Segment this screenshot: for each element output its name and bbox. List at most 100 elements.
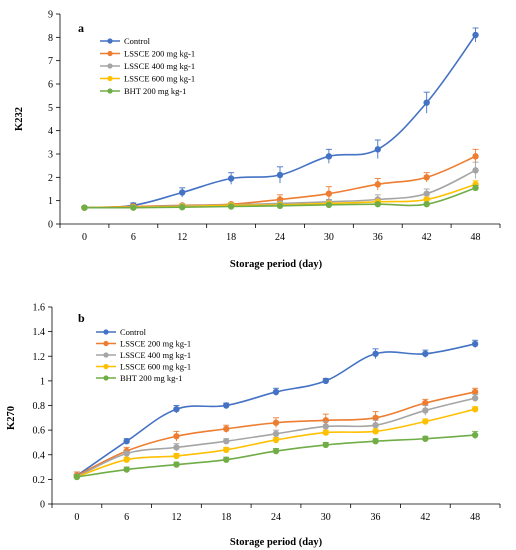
panel-b-legend-label: Control: [120, 327, 147, 337]
panel-a-legend-marker: [107, 63, 113, 69]
panel-b-series-4-point: [422, 418, 429, 425]
panel-b-series-2-point: [223, 425, 230, 433]
panel-b-series-1-point: [123, 438, 130, 445]
panel-b-y-tick-label: 0.4: [33, 450, 46, 461]
panel-b-y-tick-label: 0.6: [33, 426, 46, 437]
panel-a-series-3-point: [472, 167, 479, 174]
panel-b-legend-marker: [103, 375, 109, 381]
panel-a-x-tick-label: 30: [324, 232, 334, 243]
panel-a-x-tick-label: 12: [177, 232, 187, 243]
panel-b-series-3-point: [272, 430, 280, 438]
panel-b-series-4-point: [372, 428, 379, 435]
panel-a-x-tick-label: 36: [373, 232, 383, 243]
panel-b-series-4-point: [173, 452, 180, 460]
panel-b-legend-marker: [103, 329, 109, 335]
panel-a-series-2-point: [423, 174, 430, 181]
panel-a-x-tick-label: 24: [275, 232, 285, 243]
panel-b-series-2-point: [422, 399, 429, 407]
panel-b-series-3-point: [471, 394, 479, 402]
panel-a-series-5-point: [374, 200, 381, 208]
panel-a-x-tick-label: 6: [131, 232, 136, 243]
panel-a-legend-label: LSSCE 400 mg kg-1: [124, 61, 195, 71]
panel-a-series-2-point: [374, 181, 381, 188]
panel-b-y-tick-label: 1.6: [33, 303, 46, 314]
panel-a-series-5-point: [423, 200, 430, 208]
panel-b-series-5-point: [123, 466, 130, 473]
panel-b-y-tick-label: 1.4: [33, 327, 46, 338]
panel-b-series-1-point: [422, 350, 429, 357]
panel-a-legend-label: LSSCE 200 mg kg-1: [124, 49, 195, 59]
panel-b-series-1-point: [173, 405, 180, 413]
panel-a-x-axis-label: Storage period (day): [230, 259, 323, 270]
panel-a-series-1-point: [227, 175, 235, 182]
panel-b-y-tick-label: 1: [40, 376, 45, 387]
panel-b-series-1-point: [272, 388, 280, 396]
panel-b-label: b: [78, 311, 85, 325]
panel-b-x-tick-label: 48: [470, 512, 480, 523]
panel-b-legend-marker: [103, 363, 109, 370]
panel-a-x-tick-label: 18: [226, 232, 236, 243]
panel-b-x-tick-label: 24: [271, 512, 281, 523]
panel-a-y-tick-label: 6: [48, 80, 53, 91]
panel-b-y-tick-label: 0.2: [33, 475, 46, 486]
panel-a-y-tick-label: 8: [48, 33, 53, 44]
panel-b-series-5-point: [272, 447, 280, 455]
panel-a-x-tick-label: 0: [82, 232, 87, 243]
panel-b-legend-label: LSSCE 600 mg kg-1: [120, 362, 191, 372]
panel-b-series-3-point: [372, 422, 379, 429]
panel-b-x-tick-label: 12: [171, 512, 181, 523]
panel-b-series-2-point: [173, 433, 180, 440]
panel-b-series-1-point: [322, 377, 329, 385]
panel-b-x-tick-label: 30: [321, 512, 331, 523]
panel-a-x-tick-label: 42: [422, 232, 432, 243]
panel-b-series-5-point: [223, 456, 230, 463]
panel-a-legend-marker: [107, 88, 113, 94]
panel-b-series-5-point: [73, 473, 81, 481]
panel-a-y-tick-label: 0: [48, 220, 53, 231]
panel-a-series-5-point: [179, 204, 186, 211]
panel-a-legend-label: BHT 200 mg kg-1: [124, 86, 186, 96]
panel-a-y-tick-label: 3: [48, 150, 53, 161]
panel-a-series-2-point: [325, 190, 333, 197]
panel-b-x-tick-label: 6: [124, 512, 129, 523]
panel-a-y-axis-label: K232: [14, 107, 25, 131]
panel-b-series-2-point: [372, 414, 379, 422]
panel-b-series-5-point: [422, 435, 429, 442]
panel-a-series-5-point: [472, 184, 479, 192]
panel-b-series-3-point: [123, 450, 130, 457]
panel-b-y-axis-label: K270: [6, 406, 17, 430]
panel-a-series-5-point: [325, 201, 333, 209]
panel-b-series-1-point: [471, 340, 479, 348]
panel-b-y-tick-label: 0.8: [33, 401, 46, 412]
panel-a-series-5-point: [81, 204, 88, 211]
panel-a-series-1-point: [325, 153, 333, 160]
panel-a-series-5-point: [227, 203, 235, 210]
panel-a-label: a: [78, 21, 84, 35]
panel-b-y-tick-label: 1.2: [33, 352, 46, 363]
panel-a-series-1-point: [276, 171, 284, 179]
panel-a-legend-marker: [107, 50, 113, 57]
panel-a-y-tick-label: 2: [48, 173, 53, 184]
panel-b-x-axis-label: Storage period (day): [230, 537, 323, 548]
panel-b-series-2-point: [272, 419, 280, 426]
panel-b-legend-marker: [103, 340, 109, 347]
panel-a-y-tick-label: 7: [48, 56, 53, 67]
panel-b-series-4-point: [471, 405, 479, 413]
panel-b-x-tick-label: 42: [420, 512, 430, 523]
panel-b-legend-label: LSSCE 200 mg kg-1: [120, 339, 191, 349]
panel-a-series-1-point: [374, 146, 381, 153]
panel-b-legend-marker: [103, 352, 109, 358]
panel-a-legend-marker: [107, 75, 113, 82]
panel-a-y-tick-label: 9: [48, 10, 53, 21]
panel-b-series-1-point: [223, 402, 230, 409]
panel-b-series-5-point: [471, 431, 479, 439]
panel-b-series-5-point: [322, 441, 329, 449]
panel-a-series-1-point: [472, 31, 479, 39]
panel-a-y-tick-label: 5: [48, 103, 53, 114]
panel-b-series-2-point: [471, 388, 479, 396]
panel-b-series-1-point: [372, 350, 379, 357]
panel-b-y-tick-label: 0: [40, 500, 45, 511]
panel-a-x-tick-label: 48: [471, 232, 481, 243]
panel-b-series-5-point: [173, 461, 180, 468]
